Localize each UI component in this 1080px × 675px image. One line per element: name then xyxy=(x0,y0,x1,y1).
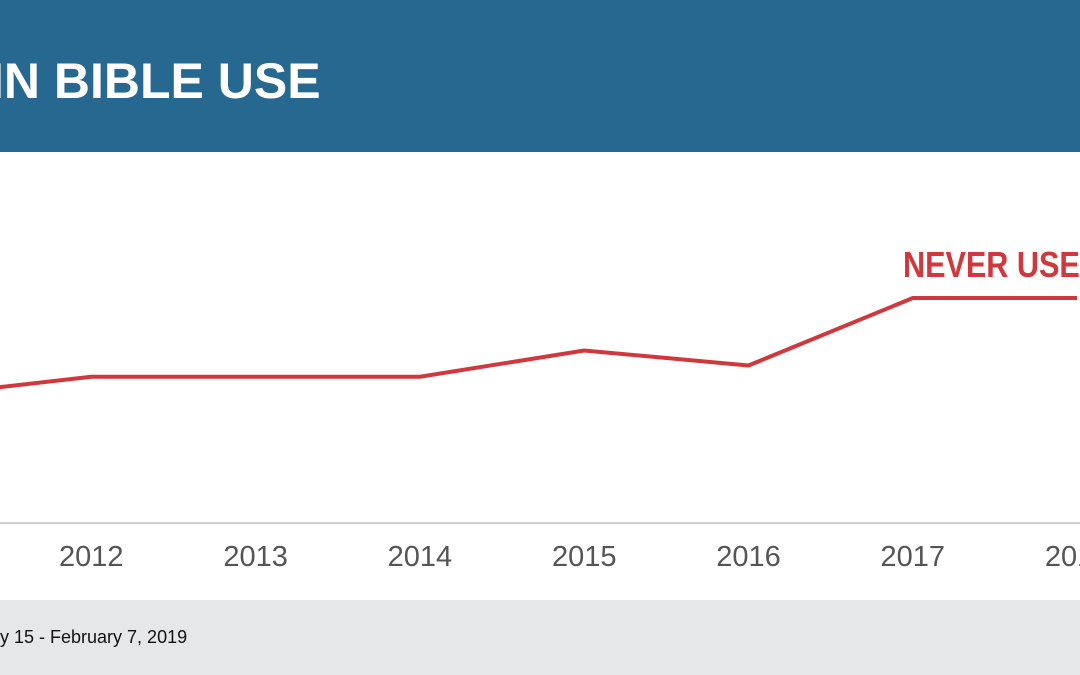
header-band xyxy=(0,0,1080,152)
x-tick-label: 2013 xyxy=(223,541,288,573)
x-tick-label: 2018 xyxy=(1045,541,1080,573)
data-line xyxy=(0,296,1078,390)
x-tick-label: 2016 xyxy=(716,541,781,573)
chart-title: IN BIBLE USE xyxy=(0,53,321,109)
footnote: y 15 - February 7, 2019 xyxy=(0,627,187,647)
x-tick-label: 2014 xyxy=(388,541,453,573)
series-label: NEVER USE xyxy=(903,246,1080,286)
x-tick-label: 2017 xyxy=(881,541,946,573)
footer-band xyxy=(0,600,1080,675)
x-tick-label: 2015 xyxy=(552,541,617,573)
x-tick-label: 2012 xyxy=(59,541,124,573)
